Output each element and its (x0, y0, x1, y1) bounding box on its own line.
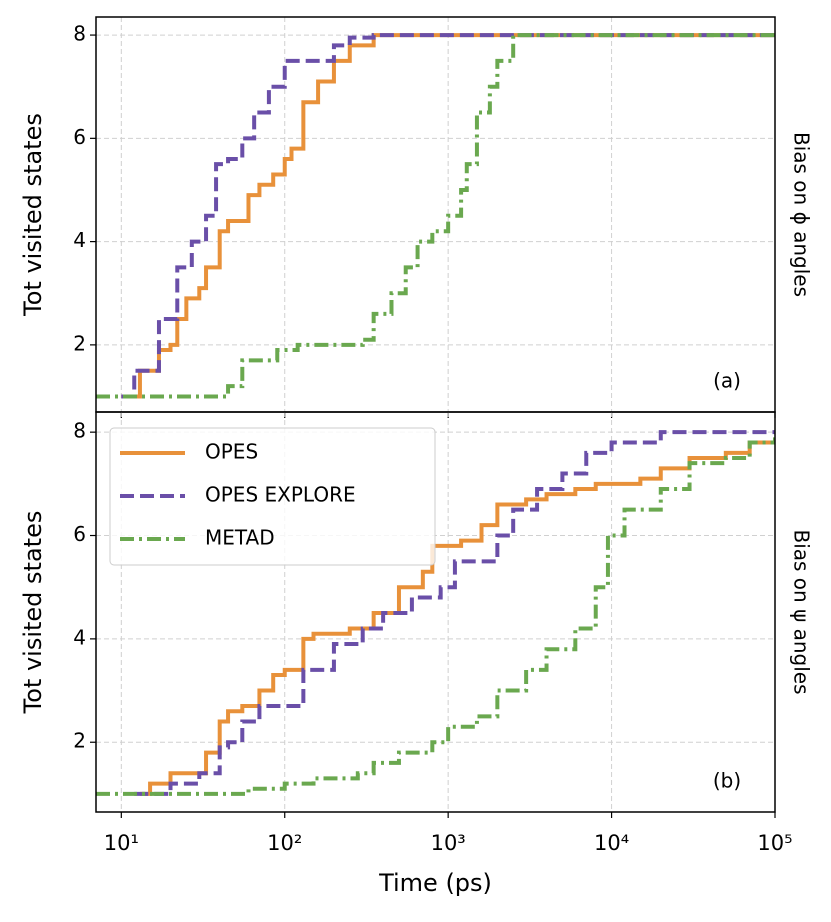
y-tick-label: 2 (73, 729, 86, 753)
side-label: Bias on ϕ angles (790, 132, 814, 297)
y-tick-label: 6 (73, 125, 86, 149)
series-line (139, 440, 775, 796)
series-line (96, 33, 775, 399)
y-tick-label: 6 (73, 522, 86, 546)
y-tick-label: 8 (73, 22, 86, 46)
panel-annotation: (a) (713, 369, 741, 393)
legend-label: OPES (205, 440, 258, 464)
y-axis-label: Tot visited states (19, 511, 47, 715)
legend-label: METAD (205, 526, 275, 550)
side-label: Bias on ψ angles (790, 529, 814, 694)
series-line (121, 33, 775, 399)
series-line (134, 430, 775, 796)
x-tick-label: 10² (267, 831, 302, 855)
y-tick-label: 8 (73, 419, 86, 443)
x-tick-label: 10⁵ (757, 831, 792, 855)
x-tick-label: 10⁴ (594, 831, 629, 855)
axes-frame (95, 16, 776, 413)
x-tick-label: 10³ (431, 831, 466, 855)
series-line (121, 33, 775, 399)
y-tick-label: 2 (73, 331, 86, 355)
x-axis-label: Time (ps) (378, 869, 492, 897)
y-axis-label: Tot visited states (19, 113, 47, 317)
legend-box (109, 427, 436, 566)
axes-frame (95, 411, 776, 813)
series-line (96, 437, 775, 796)
legend-label: OPES EXPLORE (205, 483, 356, 507)
plot-area (96, 33, 775, 399)
y-tick-label: 4 (73, 625, 86, 649)
plot-area (96, 430, 775, 796)
x-tick-label: 10¹ (104, 831, 139, 855)
panel-annotation: (b) (713, 769, 741, 793)
y-tick-label: 4 (73, 228, 86, 252)
